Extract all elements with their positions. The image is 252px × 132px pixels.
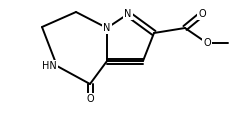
Text: O: O (86, 94, 94, 104)
Text: O: O (203, 38, 211, 48)
Text: HN: HN (42, 61, 57, 71)
Text: N: N (103, 23, 111, 33)
Text: N: N (124, 9, 132, 19)
Text: O: O (198, 9, 206, 19)
